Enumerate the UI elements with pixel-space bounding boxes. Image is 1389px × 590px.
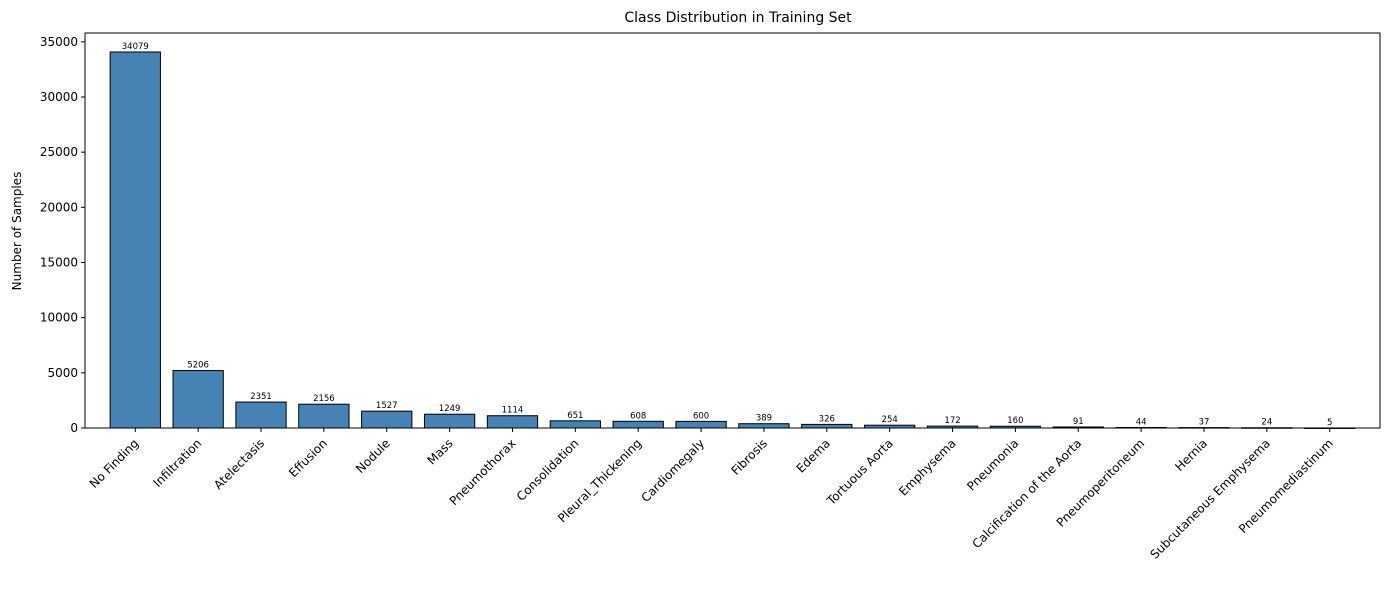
bar (172, 370, 224, 429)
y-tick-label: 15000 (40, 255, 78, 269)
x-tick-label: Pneumothorax (447, 436, 519, 508)
bar-value-label: 172 (944, 416, 960, 426)
bar (235, 401, 287, 429)
x-tick-label: Infiltration (151, 436, 205, 490)
x-tick-label: Tortuous Aorta (823, 436, 895, 508)
chart-title: Class Distribution in Training Set (624, 10, 852, 26)
x-axis: No Finding Infiltration Atelectasis Effusio… (87, 428, 1336, 562)
bar (109, 51, 161, 429)
bar-value-label: 254 (882, 415, 898, 425)
bar-value-label: 651 (567, 411, 583, 421)
x-tick-label: Fibrosis (728, 436, 770, 478)
x-tick-label: Cardiomegaly (638, 436, 707, 505)
y-tick-label: 30000 (40, 90, 78, 104)
bar-value-label: 24 (1261, 418, 1272, 428)
bar (361, 410, 413, 429)
y-axis: 0 5000 10000 15000 20000 25000 30000 35000 (40, 35, 85, 435)
bar-value-label: 34079 (122, 42, 149, 52)
bar (486, 415, 539, 429)
x-tick-label: Pneumonia (964, 436, 1021, 493)
bar-value-label: 2351 (250, 392, 272, 402)
bar-value-label: 5206 (187, 361, 209, 371)
y-tick-label: 25000 (40, 145, 78, 159)
x-tick-label: Effusion (286, 436, 330, 480)
bar-value-label: 91 (1073, 417, 1084, 427)
bar-value-label: 5 (1327, 418, 1332, 428)
bar-value-label: 1114 (502, 406, 524, 416)
bar (675, 420, 727, 429)
y-tick-label: 20000 (40, 200, 78, 214)
x-tick-label: Mass (424, 436, 455, 467)
x-tick-label: Edema (794, 436, 833, 475)
bar-value-label: 389 (756, 414, 772, 424)
bar (549, 420, 601, 429)
bar-value-label: 44 (1136, 418, 1147, 428)
bar-value-label: 326 (819, 414, 835, 424)
x-tick-label: Hernia (1172, 436, 1210, 474)
bar-value-label: 1527 (376, 401, 398, 411)
bar-value-label: 1249 (439, 404, 461, 414)
x-tick-label: Emphysema (896, 436, 958, 498)
bar-value-label: 37 (1199, 418, 1210, 428)
x-tick-label: Subcutaneous Emphysema (1148, 436, 1273, 561)
bar (738, 423, 790, 429)
bars-group (109, 51, 1356, 429)
bar-value-label: 600 (693, 411, 709, 421)
bar-value-label: 160 (1007, 416, 1023, 426)
y-tick-label: 10000 (40, 311, 78, 325)
y-tick-label: 35000 (40, 35, 78, 49)
bar-value-label: 2156 (313, 394, 335, 404)
x-tick-label: No Finding (87, 436, 142, 491)
value-labels-group: 34079 5206 2351 2156 1527 1249 1114 651 608 600 38… (122, 42, 1333, 428)
x-tick-label: Nodule (353, 436, 393, 476)
bar (423, 413, 476, 429)
plot-frame (84, 32, 1381, 429)
y-tick-label: 0 (70, 421, 78, 435)
bar (612, 420, 664, 429)
y-tick-label: 5000 (47, 366, 78, 380)
bar-value-label: 608 (630, 411, 646, 421)
x-tick-label: Consolidation (514, 436, 582, 504)
x-tick-label: Calcification of the Aorta (969, 436, 1084, 551)
y-axis-label: Number of Samples (10, 172, 24, 291)
bar (298, 403, 350, 429)
x-tick-label: Atelectasis (211, 436, 267, 492)
bar (801, 423, 853, 429)
